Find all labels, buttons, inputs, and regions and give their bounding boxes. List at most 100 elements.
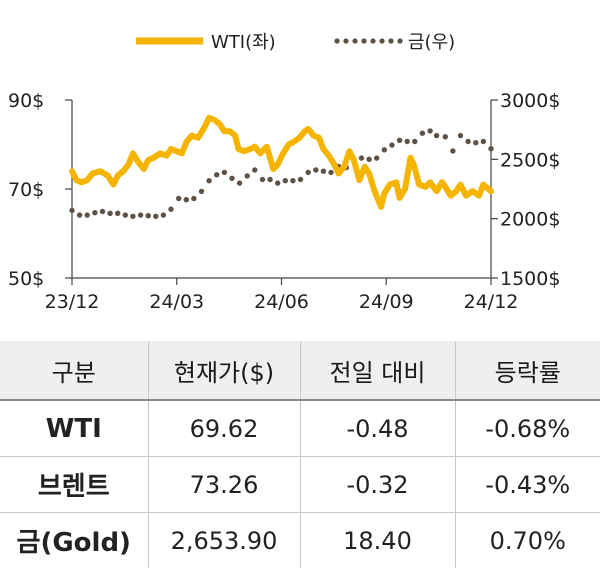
gold-point — [412, 139, 417, 144]
price-table-container: 구분 현재가($) 전일 대비 등락률 WTI 69.62 -0.48 -0.6… — [0, 341, 600, 568]
gold-point — [313, 167, 318, 172]
gold-point — [366, 157, 371, 162]
legend-dot — [388, 38, 393, 43]
gold-point — [481, 139, 486, 144]
legend-dot — [379, 38, 384, 43]
x-tick-label: 24/09 — [359, 291, 414, 313]
gold-point — [245, 173, 250, 178]
cell-daily-change: -0.48 — [300, 400, 455, 457]
cell-change-rate: 0.70% — [455, 513, 600, 568]
gold-point — [321, 169, 326, 174]
chart-area: WTI(좌) 금(우) 50$ 70$ 90$ 1500$ 2000$ 2500$ 3000… — [0, 0, 600, 340]
x-tick-label: 24/06 — [254, 291, 309, 313]
gold-point — [206, 178, 211, 183]
gold-point — [420, 131, 425, 136]
cell-current-price: 2,653.90 — [148, 513, 300, 568]
gold-point — [450, 148, 455, 153]
gold-point — [191, 196, 196, 201]
gold-point — [229, 176, 234, 181]
header-category: 구분 — [0, 341, 148, 400]
legend-dot — [397, 38, 402, 43]
gold-point — [374, 155, 379, 160]
legend-dot — [370, 38, 375, 43]
gold-point — [214, 172, 219, 177]
gold-point — [382, 147, 387, 152]
gold-point — [237, 180, 242, 185]
chart-legend: WTI(좌) 금(우) — [136, 32, 455, 53]
legend-label-wti: WTI(좌) — [211, 32, 276, 53]
header-current-price: 현재가($) — [148, 341, 300, 400]
gold-point — [69, 208, 74, 213]
gold-point — [283, 178, 288, 183]
right-tick-label: 2500$ — [500, 149, 560, 171]
left-tick-label: 50$ — [8, 268, 44, 290]
x-tick-label: 24/12 — [464, 291, 519, 313]
gold-point — [405, 139, 410, 144]
gold-point — [222, 170, 227, 175]
gold-point — [275, 180, 280, 185]
header-daily-change: 전일 대비 — [300, 341, 455, 400]
gold-point — [443, 134, 448, 139]
left-tick-label: 70$ — [8, 179, 44, 201]
gold-point — [168, 207, 173, 212]
gold-point — [100, 209, 105, 214]
gold-point — [184, 197, 189, 202]
table-row: WTI 69.62 -0.48 -0.68% — [0, 400, 600, 457]
gold-point — [77, 212, 82, 217]
gold-point — [115, 211, 120, 216]
gold-point — [176, 196, 181, 201]
table-row: 브렌트 73.26 -0.32 -0.43% — [0, 457, 600, 513]
gold-point — [427, 128, 432, 133]
right-tick-label: 3000$ — [500, 90, 560, 112]
left-tick-label: 90$ — [8, 90, 44, 112]
gold-point — [298, 177, 303, 182]
row-label-brent: 브렌트 — [0, 457, 148, 513]
cell-daily-change: -0.32 — [300, 457, 455, 513]
chart-axes — [65, 100, 498, 285]
row-label-gold: 금(Gold) — [0, 513, 148, 568]
gold-point — [328, 170, 333, 175]
right-tick-label: 1500$ — [500, 268, 560, 290]
cell-change-rate: -0.43% — [455, 457, 600, 513]
gold-point — [389, 142, 394, 147]
legend-dot — [334, 38, 339, 43]
x-tick-label: 24/03 — [149, 291, 204, 313]
legend-dot — [361, 38, 366, 43]
gold-point — [397, 138, 402, 143]
price-chart: WTI(좌) 금(우) 50$ 70$ 90$ 1500$ 2000$ 2500$ 3000… — [0, 0, 600, 340]
gold-point — [434, 133, 439, 138]
gold-point — [252, 167, 257, 172]
gold-series — [69, 128, 493, 219]
gold-point — [199, 189, 204, 194]
right-tick-label: 2000$ — [500, 209, 560, 231]
gold-point — [267, 177, 272, 182]
gold-point — [260, 177, 265, 182]
gold-point — [458, 133, 463, 138]
gold-point — [359, 155, 364, 160]
x-tick-label: 23/12 — [45, 291, 100, 313]
gold-point — [306, 170, 311, 175]
price-table: 구분 현재가($) 전일 대비 등락률 WTI 69.62 -0.48 -0.6… — [0, 341, 600, 568]
header-change-rate: 등락률 — [455, 341, 600, 400]
gold-point — [161, 212, 166, 217]
gold-point — [473, 140, 478, 145]
gold-point — [488, 146, 493, 151]
cell-current-price: 69.62 — [148, 400, 300, 457]
legend-dot — [343, 38, 348, 43]
gold-point — [130, 214, 135, 219]
legend-dot — [352, 38, 357, 43]
row-label-wti: WTI — [0, 400, 148, 457]
cell-current-price: 73.26 — [148, 457, 300, 513]
table-header-row: 구분 현재가($) 전일 대비 등락률 — [0, 341, 600, 400]
gold-point — [85, 212, 90, 217]
table-row: 금(Gold) 2,653.90 18.40 0.70% — [0, 513, 600, 568]
gold-point — [123, 212, 128, 217]
gold-point — [146, 213, 151, 218]
gold-point — [153, 214, 158, 219]
gold-point — [465, 139, 470, 144]
gold-point — [92, 210, 97, 215]
cell-daily-change: 18.40 — [300, 513, 455, 568]
gold-point — [107, 211, 112, 216]
chart-tick-labels: 50$ 70$ 90$ 1500$ 2000$ 2500$ 3000$ 23/12 24/03 2… — [8, 90, 560, 313]
legend-label-gold: 금(우) — [408, 32, 455, 53]
